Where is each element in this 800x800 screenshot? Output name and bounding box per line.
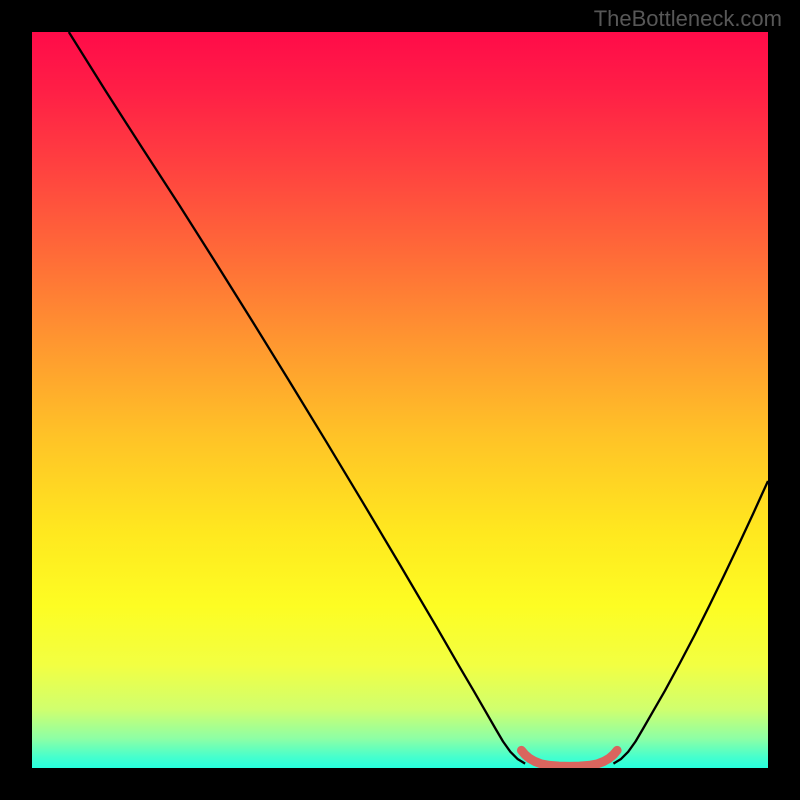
plot-area — [32, 32, 768, 768]
watermark: TheBottleneck.com — [594, 6, 782, 32]
curve-right — [613, 481, 768, 764]
curve-left — [69, 32, 525, 764]
curves-layer — [32, 32, 768, 768]
curve-basin-highlight — [521, 750, 617, 766]
